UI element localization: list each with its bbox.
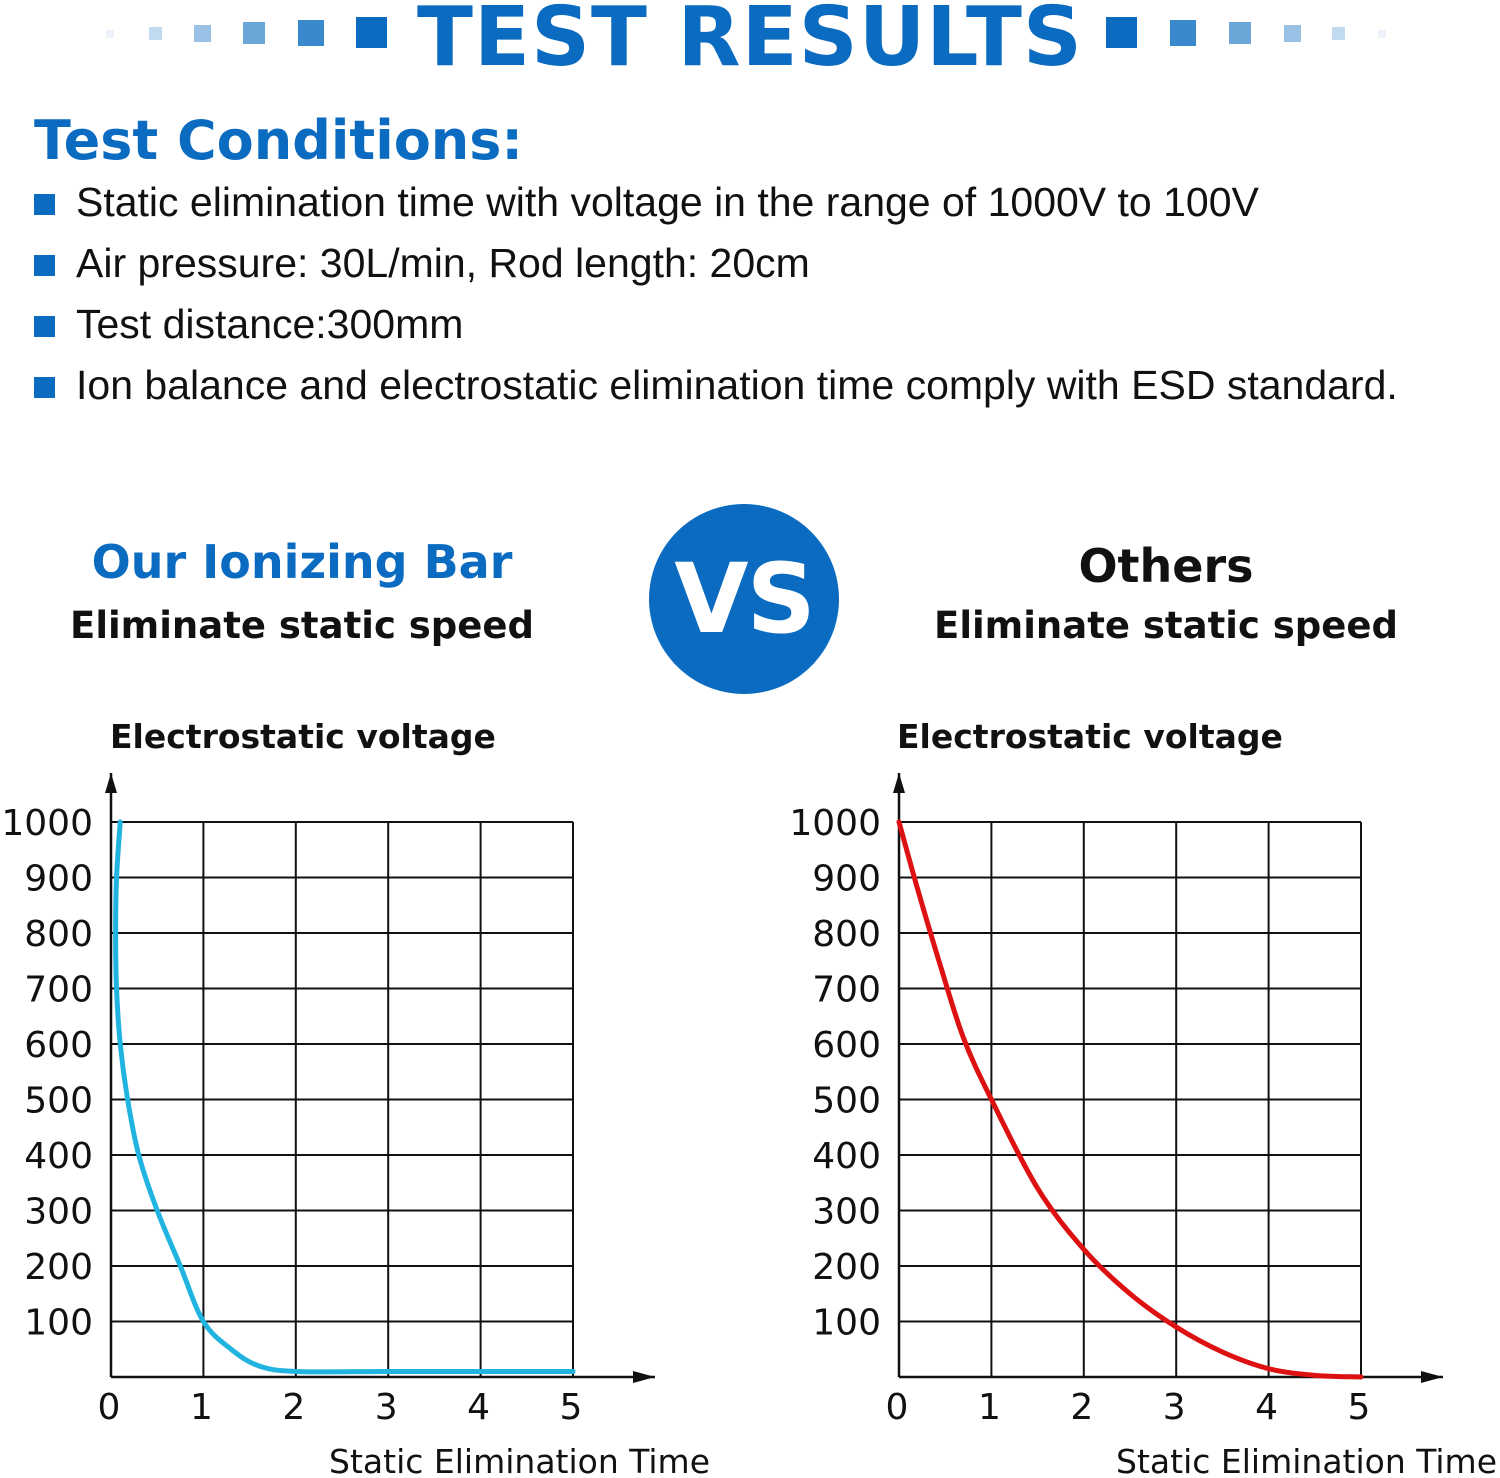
- bullet-square-icon: [34, 194, 55, 215]
- x-tick-label: 0: [98, 1387, 121, 1428]
- y-tick-label: 700: [24, 970, 93, 1011]
- list-item-text: Static elimination time with voltage in …: [76, 179, 1259, 225]
- list-item-text: Ion balance and electrostatic eliminatio…: [76, 362, 1398, 408]
- x-tick-label: 0: [886, 1387, 909, 1428]
- list-item-text: Air pressure: 30L/min, Rod length: 20cm: [76, 240, 810, 286]
- decor-square: [356, 17, 387, 48]
- x-tick-label: 4: [467, 1387, 490, 1428]
- y-axis-arrow-icon: [105, 773, 117, 793]
- y-tick-label: 300: [812, 1192, 881, 1233]
- y-tick-label: 900: [24, 859, 93, 900]
- y-tick-label: 100: [812, 1303, 881, 1344]
- conditions-title: Test Conditions:: [34, 109, 523, 172]
- decor-square: [298, 20, 324, 46]
- y-axis-arrow-icon: [893, 773, 905, 793]
- decor-square: [243, 22, 265, 44]
- bullet-square-icon: [34, 316, 55, 337]
- y-axis-label: Electrostatic voltage: [110, 717, 496, 756]
- y-tick-label: 200: [812, 1247, 881, 1288]
- bullet-square-icon: [34, 377, 55, 398]
- decor-square: [1332, 27, 1345, 40]
- series-line: [113, 819, 576, 1375]
- y-tick-label: 900: [812, 859, 881, 900]
- y-axis-label: Electrostatic voltage: [897, 717, 1283, 756]
- y-tick-label: 600: [24, 1025, 93, 1066]
- bullet-square-icon: [34, 255, 55, 276]
- decor-square: [1106, 17, 1137, 48]
- x-tick-label: 3: [375, 1387, 398, 1428]
- x-tick-label: 5: [560, 1387, 583, 1428]
- list-item: Air pressure: 30L/min, Rod length: 20cm: [34, 233, 1474, 294]
- right-subtitle: Eliminate static speed: [934, 604, 1398, 647]
- x-tick-label: 3: [1163, 1387, 1186, 1428]
- y-tick-label: 400: [24, 1136, 93, 1177]
- decor-square: [106, 30, 114, 38]
- x-tick-label: 1: [190, 1387, 213, 1428]
- page-title: TEST RESULTS: [417, 0, 1083, 85]
- y-tick-label: 800: [24, 914, 93, 955]
- left-subtitle: Eliminate static speed: [70, 604, 534, 647]
- left-title: Our Ionizing Bar: [91, 535, 513, 589]
- list-item: Ion balance and electrostatic eliminatio…: [34, 355, 1404, 416]
- decor-square: [1170, 20, 1196, 46]
- decor-square: [1378, 30, 1386, 38]
- y-tick-label: 1000: [789, 803, 881, 844]
- series-line: [896, 819, 1364, 1380]
- decor-square: [149, 27, 162, 40]
- x-tick-label: 2: [282, 1387, 305, 1428]
- list-item: Static elimination time with voltage in …: [34, 172, 1474, 233]
- decor-square: [1284, 25, 1301, 42]
- x-axis-label: Static Elimination Time: [1116, 1442, 1497, 1478]
- x-axis-arrow-icon: [1421, 1371, 1443, 1383]
- decor-square: [1229, 22, 1251, 44]
- y-tick-label: 300: [24, 1192, 93, 1233]
- x-axis-label: Static Elimination Time: [329, 1442, 710, 1478]
- y-tick-label: 100: [24, 1303, 93, 1344]
- conditions-list: Static elimination time with voltage in …: [34, 172, 1474, 416]
- y-tick-label: 600: [812, 1025, 881, 1066]
- x-tick-label: 1: [978, 1387, 1001, 1428]
- list-item: Test distance:300mm: [34, 294, 1474, 355]
- list-item-text: Test distance:300mm: [76, 301, 464, 347]
- y-tick-label: 1000: [1, 803, 93, 844]
- y-tick-label: 500: [24, 1081, 93, 1122]
- y-tick-label: 200: [24, 1247, 93, 1288]
- x-tick-label: 5: [1348, 1387, 1371, 1428]
- y-tick-label: 800: [812, 914, 881, 955]
- right-title: Others: [1078, 539, 1254, 593]
- y-tick-label: 700: [812, 970, 881, 1011]
- header: TEST RESULTS: [0, 0, 1500, 85]
- vs-badge: VS: [649, 504, 839, 694]
- y-tick-label: 500: [812, 1081, 881, 1122]
- decor-square: [194, 25, 211, 42]
- x-tick-label: 2: [1070, 1387, 1093, 1428]
- y-tick-label: 400: [812, 1136, 881, 1177]
- x-tick-label: 4: [1255, 1387, 1278, 1428]
- x-axis-arrow-icon: [633, 1371, 655, 1383]
